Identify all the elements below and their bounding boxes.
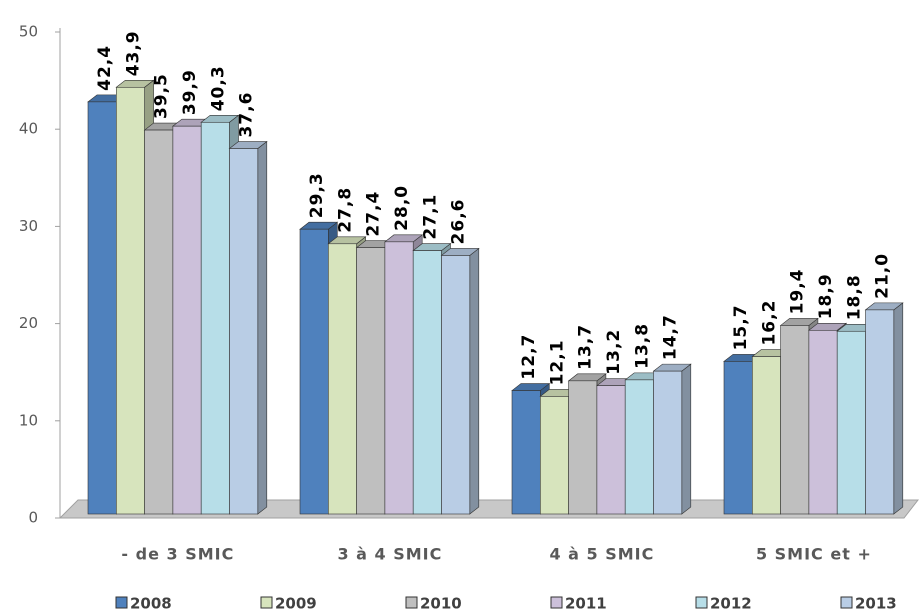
value-label: 29,3 [307,172,327,218]
value-label: 42,4 [95,45,115,91]
bar [441,255,471,515]
legend-swatch [695,596,708,609]
legend-swatch [260,596,273,609]
bar [723,361,753,515]
legend-swatch [550,596,563,609]
value-label: 12,1 [547,339,567,385]
legend-label: 2012 [710,595,752,613]
legend-swatch [840,596,853,609]
x-tick-label: - de 3 SMIC [121,545,234,564]
value-label: 37,6 [237,92,257,138]
legend-label: 2013 [855,595,897,613]
value-label: 14,7 [661,314,681,360]
legend-label: 2009 [275,595,317,613]
value-label: 13,8 [632,323,652,369]
x-tick-label: 4 à 5 SMIC [549,545,654,564]
bar [384,241,414,515]
y-tick-label: 10 [19,411,38,429]
value-label: 13,7 [576,324,596,370]
y-tick-label: 20 [19,314,38,332]
bar [780,325,810,515]
legend-swatch [115,596,128,609]
bar [229,148,259,515]
value-label: 43,9 [123,30,143,76]
value-label: 39,5 [152,73,172,119]
bar [116,86,145,515]
y-tick-label: 30 [19,217,38,235]
bar [808,329,838,515]
bar [836,330,866,515]
bar [568,380,598,515]
bar [653,370,683,515]
bar [539,396,569,515]
value-label: 28,0 [392,185,412,231]
bar [172,125,202,515]
bar [87,101,117,515]
bar [144,129,174,515]
floor [58,499,919,519]
legend-label: 2011 [565,595,607,613]
x-tick-label: 3 à 4 SMIC [337,545,442,564]
value-label: 27,1 [420,194,440,240]
value-label: 16,2 [759,300,779,346]
bar [412,250,442,515]
legend-label: 2010 [420,595,462,613]
bar [327,243,357,515]
value-label: 13,2 [604,329,624,375]
value-label: 12,7 [519,334,539,380]
legend-label: 2008 [130,595,172,613]
bar [596,385,626,515]
value-label: 40,3 [208,65,228,111]
value-label: 39,9 [180,69,200,115]
y-tick-label: 40 [19,120,38,138]
value-label: 18,9 [816,273,836,319]
value-label: 21,0 [873,253,893,299]
bar [200,121,230,515]
value-label: 18,8 [844,274,864,320]
x-tick-label: 5 SMIC et + [756,545,872,564]
bar [865,309,895,515]
bar [624,379,654,515]
bar-side [257,140,268,515]
value-label: 15,7 [731,304,751,350]
value-label: 26,6 [449,198,469,244]
value-label: 27,8 [335,187,355,233]
legend-swatch [405,596,418,609]
bar-side [681,363,692,515]
bar [299,228,329,515]
y-tick-label: 50 [19,23,38,41]
y-tick-label: 0 [28,509,38,527]
value-label: 19,4 [788,268,808,314]
bar [356,247,386,515]
bar [751,356,781,515]
value-label: 27,4 [364,191,384,237]
bar-side [469,247,480,515]
bar [511,390,541,515]
bar-side [893,302,904,515]
